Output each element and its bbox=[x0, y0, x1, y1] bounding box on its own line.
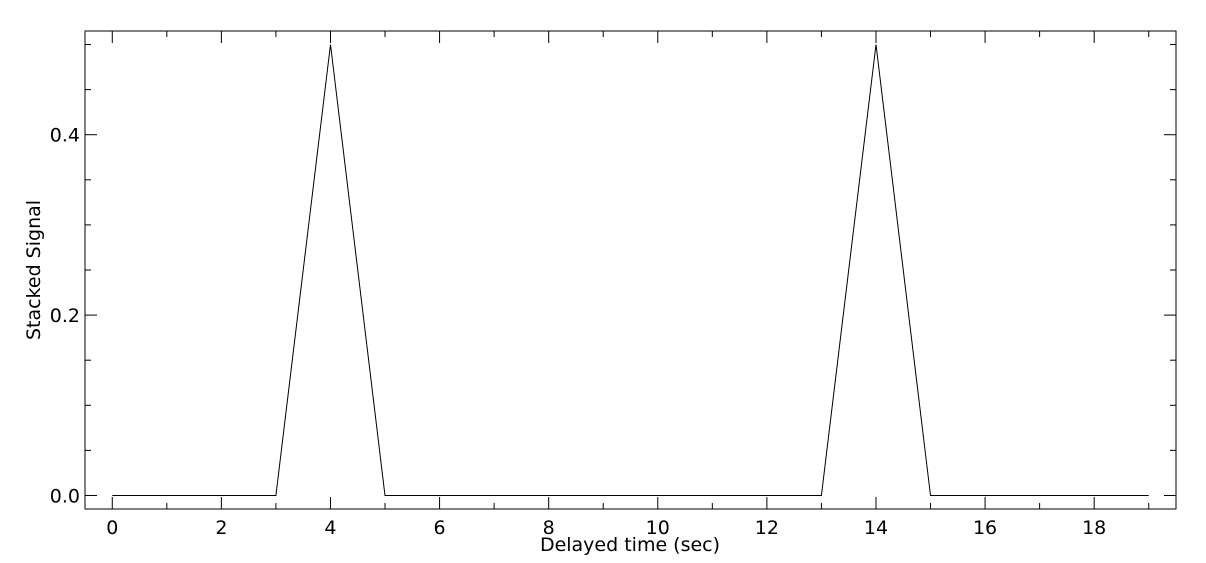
x-tick-label: 4 bbox=[324, 517, 336, 539]
x-tick-label: 12 bbox=[755, 517, 779, 539]
x-tick-label: 6 bbox=[434, 517, 446, 539]
series-layer bbox=[112, 44, 1149, 496]
x-tick-label: 14 bbox=[864, 517, 888, 539]
x-tick-label: 0 bbox=[106, 517, 118, 539]
y-tick-label: 0.4 bbox=[50, 125, 80, 147]
plot-frame bbox=[84, 30, 1177, 510]
x-tick-label: 18 bbox=[1082, 517, 1106, 539]
x-tick-label: 2 bbox=[215, 517, 227, 539]
x-tick-label: 16 bbox=[973, 517, 997, 539]
series-line bbox=[112, 44, 1149, 496]
y-axis-title: Stacked Signal bbox=[23, 200, 45, 340]
x-tick-label: 10 bbox=[646, 517, 670, 539]
x-axis-title: Delayed time (sec) bbox=[540, 534, 720, 556]
y-tick-label: 0.0 bbox=[50, 485, 80, 507]
ticks-layer bbox=[85, 31, 1176, 509]
y-tick-label: 0.2 bbox=[50, 305, 80, 327]
x-tick-label: 8 bbox=[543, 517, 555, 539]
labels-layer: 0 2 4 6 8 10 12 14 16 18 0.0 0.2 0.4 bbox=[50, 125, 1106, 539]
